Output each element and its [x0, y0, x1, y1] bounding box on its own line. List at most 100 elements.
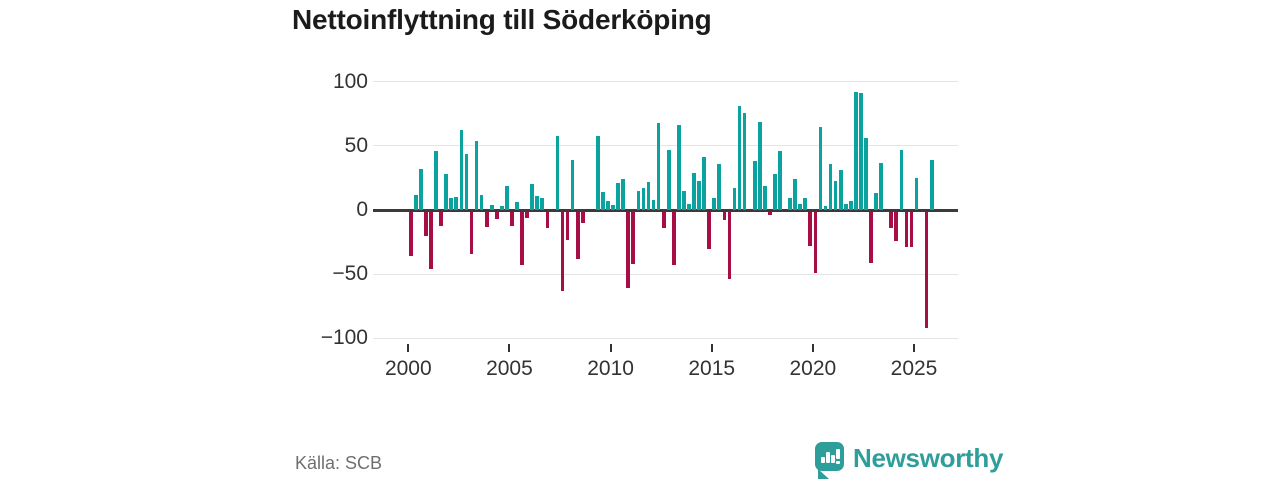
bar-2005-q2	[515, 202, 519, 210]
bar-2000-q2	[414, 194, 418, 210]
bar-2013-q1	[671, 211, 676, 266]
bar-2005-q1	[510, 211, 514, 226]
bar-2020-q1	[813, 211, 818, 274]
bar-2015-q3	[722, 211, 727, 221]
bar-2005-q3	[520, 211, 524, 266]
bar-2014-q1	[692, 172, 696, 210]
bar-2012-q3	[661, 211, 666, 229]
bar-2017-q4	[768, 211, 772, 216]
bar-2022-q3	[864, 138, 868, 210]
bar-2001-q2	[434, 151, 438, 210]
bar-2017-q3	[762, 185, 767, 210]
y-axis-label-100: 100	[332, 69, 368, 93]
y-axis-label-0: 0	[356, 198, 368, 221]
bar-2000-q4	[424, 211, 428, 236]
bar-2011-q1	[631, 211, 636, 265]
bar-2022-q1	[853, 92, 858, 210]
x-axis-label-2015: 2015	[688, 357, 736, 380]
x-tick-2000	[407, 344, 410, 352]
y-axis-label--100: −100	[320, 326, 368, 350]
bar-2019-q3	[803, 198, 808, 210]
bar-2019-q1	[793, 179, 797, 210]
logo-exclamation-dot-icon	[836, 460, 840, 464]
bar-2008-q2	[575, 211, 580, 259]
bar-2009-q2	[596, 135, 600, 210]
bar-2002-q2	[454, 197, 459, 210]
newsworthy-logo-icon	[815, 442, 844, 471]
bar-2010-q4	[626, 211, 631, 289]
bar-2014-q2	[697, 180, 701, 210]
bar-2007-q2	[555, 135, 560, 210]
bar-2018-q4	[788, 198, 792, 210]
bar-2003-q1	[469, 211, 474, 254]
bar-2003-q4	[484, 211, 489, 227]
bar-2013-q2	[676, 125, 681, 210]
x-axis-label-2005: 2005	[486, 357, 533, 380]
bar-2019-q2	[798, 203, 803, 210]
bar-2021-q4	[848, 201, 853, 210]
bar-2002-q3	[459, 130, 464, 210]
bar-2004-q1	[489, 204, 494, 210]
source-note: Källa: SCB	[295, 453, 383, 473]
x-tick-2015	[710, 344, 713, 352]
bar-2024-q4	[909, 211, 914, 248]
bar-2013-q4	[687, 203, 691, 210]
bar-2002-q4	[464, 153, 469, 210]
bar-2016-q2	[737, 106, 742, 210]
x-tick-2020	[811, 344, 814, 352]
bar-2000-q1	[408, 211, 413, 257]
bar-2007-q4	[565, 211, 570, 240]
bar-2011-q4	[646, 181, 651, 210]
y-axis-label--50: −50	[332, 262, 368, 286]
x-tick-2010	[609, 344, 612, 352]
bar-2006-q3	[540, 198, 545, 210]
bar-2009-q4	[606, 201, 610, 210]
bar-2012-q4	[666, 149, 671, 210]
bar-2000-q3	[419, 168, 423, 210]
bar-2016-q3	[742, 112, 747, 210]
bar-2018-q1	[773, 174, 777, 210]
x-axis-label-2010: 2010	[587, 357, 634, 380]
bar-2014-q4	[707, 211, 712, 249]
bar-2022-q2	[859, 93, 863, 210]
bar-2006-q1	[530, 184, 535, 210]
logo-speech-tail-icon	[818, 469, 829, 479]
logo-bar-icon	[831, 455, 835, 463]
y-axis-label-50: 50	[344, 133, 368, 157]
bar-2010-q2	[616, 183, 620, 210]
gridline--100	[373, 337, 958, 339]
bar-2013-q3	[682, 190, 686, 210]
gridline-50	[373, 145, 958, 147]
bar-2003-q3	[479, 194, 484, 210]
gridline--50	[373, 273, 958, 275]
bar-2021-q3	[843, 203, 848, 210]
gridline-100	[373, 81, 958, 83]
x-axis-label-2020: 2020	[789, 357, 837, 380]
bar-2024-q3	[904, 211, 909, 248]
bar-2010-q1	[611, 204, 615, 210]
bar-2002-q1	[449, 198, 454, 210]
bar-2024-q1	[894, 211, 899, 241]
bar-2020-q4	[828, 163, 833, 210]
bar-2021-q2	[838, 170, 843, 210]
x-tick-2025	[913, 344, 915, 352]
bar-2003-q2	[474, 140, 479, 210]
bar-2020-q2	[818, 126, 823, 210]
bar-2006-q4	[545, 211, 550, 229]
bar-2016-q1	[732, 188, 737, 210]
bar-2015-q1	[712, 198, 717, 210]
bar-2001-q3	[439, 211, 443, 226]
bar-2014-q3	[702, 157, 706, 210]
bar-2007-q3	[560, 211, 565, 291]
bar-2018-q2	[778, 151, 782, 210]
bar-2025-q3	[924, 211, 929, 329]
bar-2012-q1	[651, 199, 656, 210]
bar-2020-q3	[823, 206, 828, 210]
bar-2011-q3	[641, 188, 646, 210]
bar-2011-q2	[636, 190, 641, 210]
bar-2023-q1	[874, 193, 878, 210]
newsworthy-wordmark: Newsworthy	[853, 443, 1004, 473]
bar-2015-q2	[717, 163, 722, 210]
